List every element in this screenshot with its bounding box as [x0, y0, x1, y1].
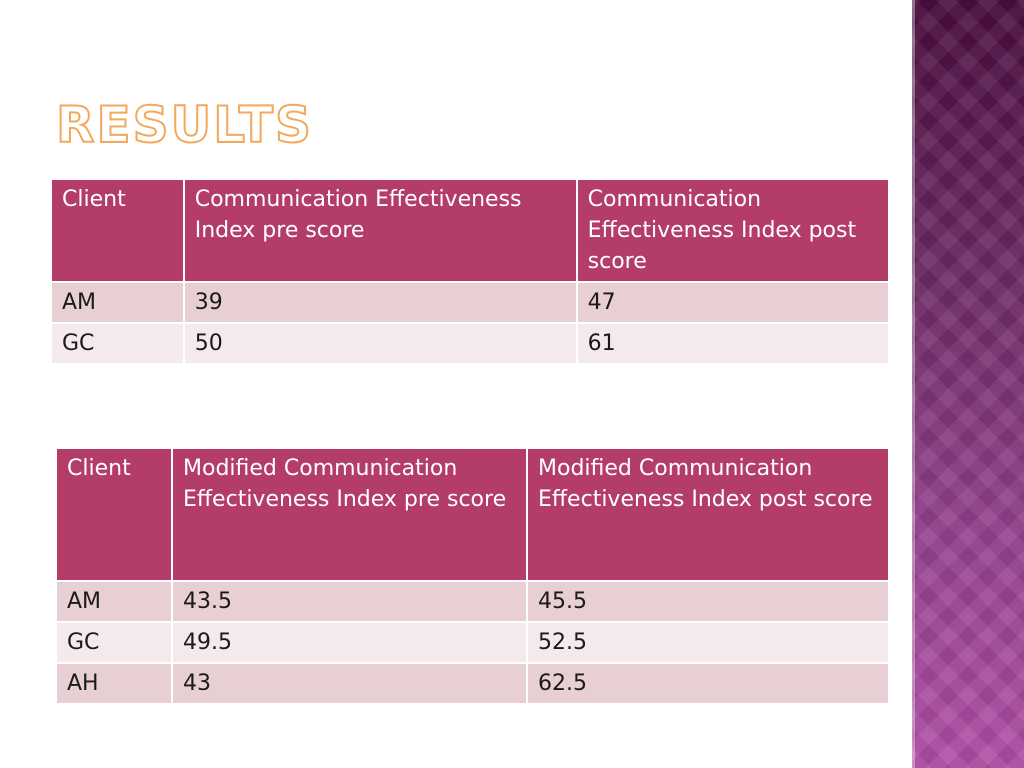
cei-results-table: Client Communication Effectiveness Index… — [50, 178, 890, 365]
table-header-row: Client Modified Communication Effectiven… — [57, 449, 888, 580]
cell-client: AH — [57, 664, 171, 703]
header-post-score: Communication Effectiveness Index post s… — [577, 180, 888, 281]
header-pre-score: Communication Effectiveness Index pre sc… — [184, 180, 576, 281]
decorative-side-band — [912, 0, 1024, 768]
modified-cei-results-table: Client Modified Communication Effectiven… — [55, 447, 890, 705]
table-row: AM 43.5 45.5 — [57, 582, 888, 621]
cell-pre-score: 39 — [184, 283, 576, 322]
header-client: Client — [52, 180, 183, 281]
cell-post-score: 52.5 — [528, 623, 888, 662]
cell-client: AM — [52, 283, 183, 322]
cell-post-score: 47 — [577, 283, 888, 322]
cell-post-score: 45.5 — [528, 582, 888, 621]
cell-client: AM — [57, 582, 171, 621]
side-band-edge — [912, 0, 915, 768]
header-post-score: Modified Communication Effectiveness Ind… — [528, 449, 888, 580]
header-pre-score: Modified Communication Effectiveness Ind… — [173, 449, 526, 580]
header-client: Client — [57, 449, 171, 580]
cell-client: GC — [52, 324, 183, 363]
cell-pre-score: 49.5 — [173, 623, 526, 662]
cell-pre-score: 43.5 — [173, 582, 526, 621]
cell-client: GC — [57, 623, 171, 662]
cell-post-score: 62.5 — [528, 664, 888, 703]
cell-pre-score: 43 — [173, 664, 526, 703]
slide-title: RESULTS — [55, 96, 313, 154]
table-row: AH 43 62.5 — [57, 664, 888, 703]
table-row: AM 39 47 — [52, 283, 888, 322]
cell-pre-score: 50 — [184, 324, 576, 363]
table-header-row: Client Communication Effectiveness Index… — [52, 180, 888, 281]
table-row: GC 49.5 52.5 — [57, 623, 888, 662]
cell-post-score: 61 — [577, 324, 888, 363]
table-row: GC 50 61 — [52, 324, 888, 363]
